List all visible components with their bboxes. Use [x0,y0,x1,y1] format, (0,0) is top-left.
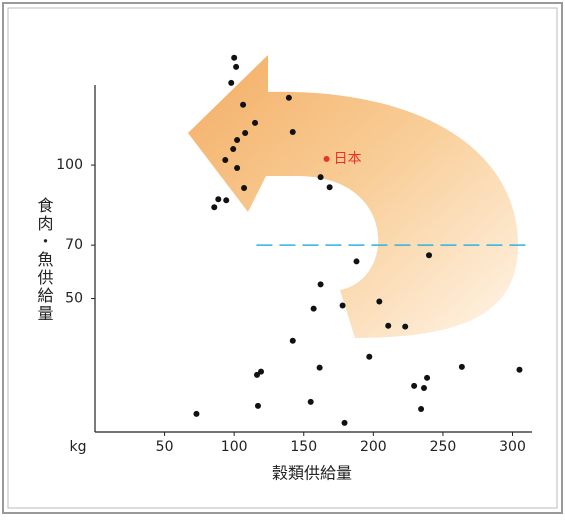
point [193,411,199,417]
point [317,365,323,371]
point [318,174,324,180]
y-axis-label: 食肉・魚供給量 [35,197,54,323]
point [376,298,382,304]
x-tick-label: 100 [221,439,248,455]
y-tick-label: 50 [65,291,83,307]
point [426,252,432,258]
point [255,403,261,409]
point [215,196,221,202]
point [385,323,391,329]
point [421,385,427,391]
point [252,120,258,126]
point [286,95,292,101]
point [411,383,417,389]
point [223,197,229,203]
point [366,354,372,360]
point [234,165,240,171]
x-unit: kg [70,439,87,455]
point [211,204,217,210]
x-tick-label: 200 [360,439,387,455]
point [222,157,228,163]
point [290,338,296,344]
point [233,64,239,70]
x-tick-label: 50 [156,439,174,455]
x-axis-label: 穀類供給量 [272,464,352,483]
point [402,324,408,330]
point [241,185,247,191]
y-tick-label: 100 [56,157,83,173]
point [308,399,314,405]
point [228,80,234,86]
point [340,302,346,308]
point [240,102,246,108]
point [318,281,324,287]
point [424,375,430,381]
point [230,146,236,152]
point [290,129,296,135]
point [327,184,333,190]
x-tick-label: 300 [499,439,526,455]
point [516,367,522,373]
point [242,130,248,136]
point [342,420,348,426]
x-tick-label: 250 [430,439,457,455]
point [234,137,240,143]
point [231,55,237,61]
highlight-point [324,156,330,162]
highlight-label: 日本 [334,151,362,167]
point [311,306,317,312]
x-tick-label: 150 [290,439,317,455]
y-tick-label: 70 [65,237,83,253]
chart: kg 穀類供給量 食肉・魚供給量 50 70 100 50 100 150 200 250 30… [0,0,565,516]
point [459,364,465,370]
point [254,372,260,378]
point [354,258,360,264]
point [418,406,424,412]
